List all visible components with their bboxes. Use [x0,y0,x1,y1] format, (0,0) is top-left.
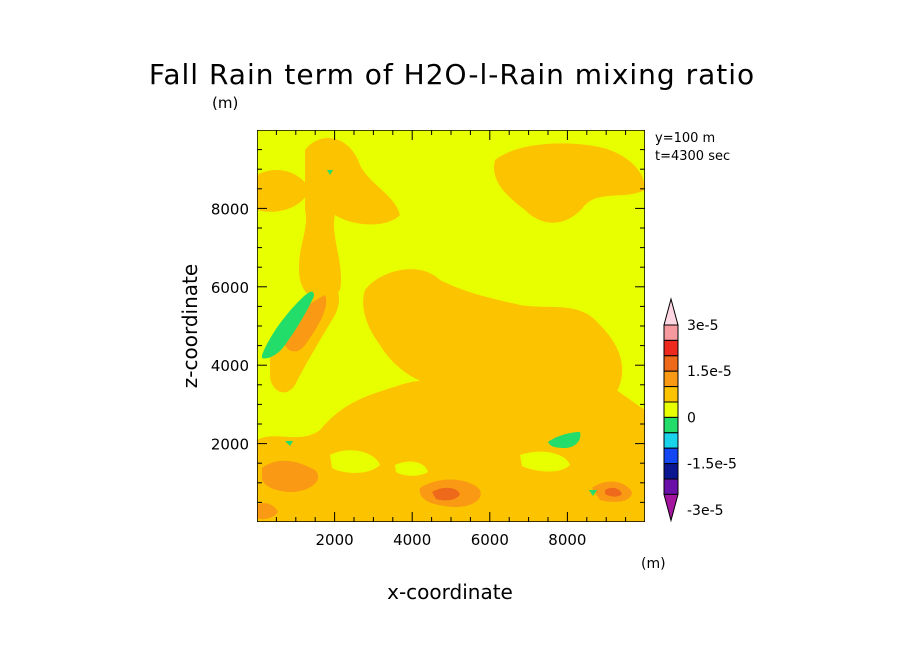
dark-orange-region-1 [262,460,319,492]
y-tick-label: 8000 [211,200,249,218]
colorbar-label: 3e-5 [687,318,718,334]
orange-region-top-right [494,143,645,223]
colorbar-swatch [663,386,679,403]
orange-region-mid [363,269,623,407]
colorbar-swatch [663,447,679,465]
green-dot-2 [589,490,597,496]
dark-orange-region-5 [257,502,278,520]
green-region-left [262,291,314,359]
colorbar-bottom-arrow [663,493,679,523]
colorbar: 3e-5 1.5e-5 0 -1.5e-5 -3e-5 [663,297,737,523]
orange-region-upper-left [257,170,310,212]
colorbar-swatch [663,416,679,434]
colorbar-swatch [663,463,679,480]
x-axis-label: x-coordinate [387,580,513,604]
axes: 2000 4000 6000 8000 2000 4000 6000 8000 [211,130,645,549]
orange-region-upper-center [298,138,400,301]
x-tick-label: 2000 [316,531,354,549]
x-tick-label: 8000 [548,531,586,549]
y-tick-label: 4000 [211,357,249,375]
y-tick-label: 6000 [211,279,249,297]
x-tick-label: 4000 [393,531,431,549]
colorbar-swatch [663,355,679,372]
plot-area [257,130,645,522]
yellow-patch-2 [520,451,570,472]
red-orange-region-2 [605,487,622,497]
dark-orange-region-4 [285,295,327,352]
t-info: t=4300 sec [655,149,731,164]
yellow-patch-3 [395,461,428,476]
colorbar-unit: (m) [641,556,666,572]
colorbar-label: -1.5e-5 [687,457,737,473]
colorbar-label: 0 [687,410,696,426]
y-tick-label: 2000 [211,436,249,454]
colorbar-label: -3e-5 [687,503,724,519]
unit-label-top: (m) [212,94,239,112]
green-dot-1 [285,441,293,446]
y-info: y=100 m [655,131,716,146]
x-tick-label: 6000 [471,531,509,549]
green-region-right [548,432,581,448]
colorbar-top-arrow [663,297,679,326]
colorbar-swatch [663,432,679,449]
chart-title: Fall Rain term of H2O-l-Rain mixing rati… [148,58,756,91]
colorbar-swatch [663,478,679,495]
colorbar-swatch [663,339,679,357]
colorbar-label: 1.5e-5 [687,364,732,380]
green-dot-3 [327,170,333,175]
colorbar-swatch [663,401,679,418]
colorbar-swatch [663,370,679,388]
yellow-patch-1 [330,450,380,473]
colorbar-swatch [663,324,679,341]
red-orange-region [432,487,460,501]
